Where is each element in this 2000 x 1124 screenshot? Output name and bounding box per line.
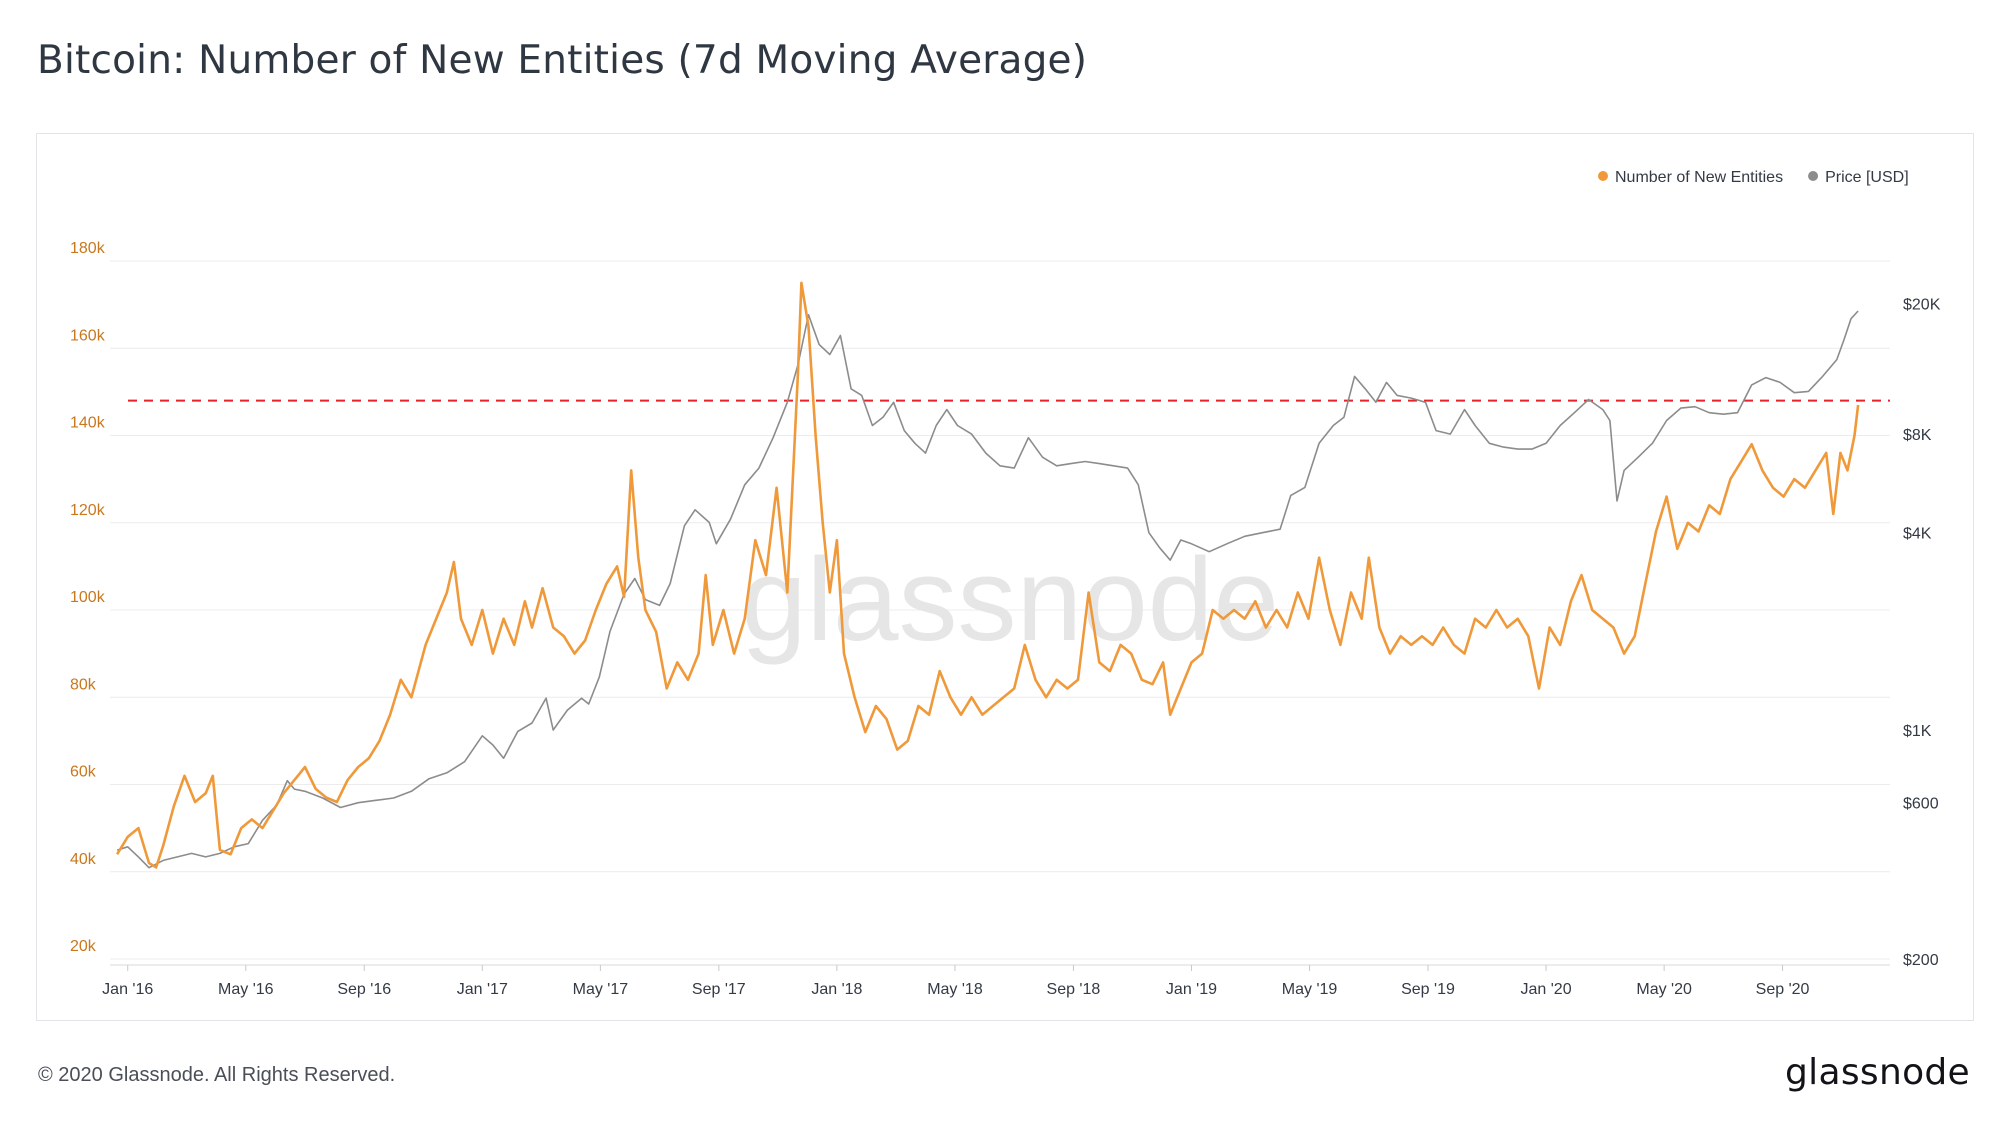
y-right-tick-$20K: $20K [1903, 297, 1941, 314]
footer-brand-logo[interactable]: glassnode [1785, 1052, 1970, 1093]
x-tick-label-Jan '18: Jan '18 [811, 981, 862, 998]
chart-panel [36, 133, 1974, 1021]
x-tick-label-Sep '17: Sep '17 [692, 981, 746, 998]
legend[interactable]: Number of New Entities Price [USD] [1598, 169, 1909, 186]
y-left-tick-120k: 120k [70, 502, 106, 519]
y-right-tick-$600: $600 [1903, 796, 1939, 813]
x-axis: Jan '16 May '16 Sep '16 Jan '17 May '17 Sep '… [102, 965, 1810, 998]
y-left-tick-160k: 160k [70, 327, 106, 344]
x-tick-label-May '17: May '17 [573, 981, 629, 998]
x-tick-label-Jan '17: Jan '17 [457, 981, 508, 998]
legend-marker-price [1808, 171, 1819, 181]
x-tick-label-May '19: May '19 [1282, 981, 1338, 998]
y-left-tick-100k: 100k [70, 589, 106, 606]
y-left-tick-40k: 40k [70, 851, 97, 868]
footer-copyright: © 2020 Glassnode. All Rights Reserved. [38, 1064, 396, 1086]
legend-label-new-entities: Number of New Entities [1615, 169, 1783, 186]
y-left-tick-140k: 140k [70, 415, 106, 432]
y-axis-right: $200 $600 $1K $4K $8K $20K [1903, 297, 1941, 969]
x-tick-label-Sep '19: Sep '19 [1401, 981, 1455, 998]
x-tick-label-Sep '20: Sep '20 [1756, 981, 1810, 998]
page-title: Bitcoin: Number of New Entities (7d Movi… [37, 38, 1088, 83]
x-tick-label-Sep '16: Sep '16 [337, 981, 391, 998]
x-tick-label-May '18: May '18 [927, 981, 983, 998]
x-tick-label-Jan '20: Jan '20 [1521, 981, 1572, 998]
series-line-new-entities [115, 281, 1860, 869]
y-left-tick-180k: 180k [70, 240, 106, 257]
x-tick-label-Jan '19: Jan '19 [1166, 981, 1217, 998]
x-tick-label-Jan '16: Jan '16 [102, 981, 153, 998]
x-tick-label-May '20: May '20 [1636, 981, 1692, 998]
legend-label-price: Price [USD] [1825, 169, 1909, 186]
y-left-tick-80k: 80k [70, 676, 97, 693]
x-tick-label-May '16: May '16 [218, 981, 274, 998]
y-right-tick-$8K: $8K [1903, 427, 1932, 444]
y-left-tick-20k: 20k [70, 938, 97, 955]
series-line-price-usd [116, 310, 1859, 869]
y-right-tick-$200: $200 [1903, 952, 1939, 969]
y-left-tick-60k: 60k [70, 764, 97, 781]
x-tick-label-Sep '18: Sep '18 [1047, 981, 1101, 998]
gridlines [110, 260, 1890, 966]
legend-marker-new-entities [1598, 171, 1608, 181]
watermark-text: glassnode [741, 534, 1279, 666]
series-layer [115, 281, 1890, 869]
y-right-tick-$1K: $1K [1903, 723, 1932, 740]
y-axis-left: 20k 40k 60k 80k 100k 120k 140k 160k 180k [70, 240, 106, 955]
y-right-tick-$4K: $4K [1903, 526, 1932, 543]
